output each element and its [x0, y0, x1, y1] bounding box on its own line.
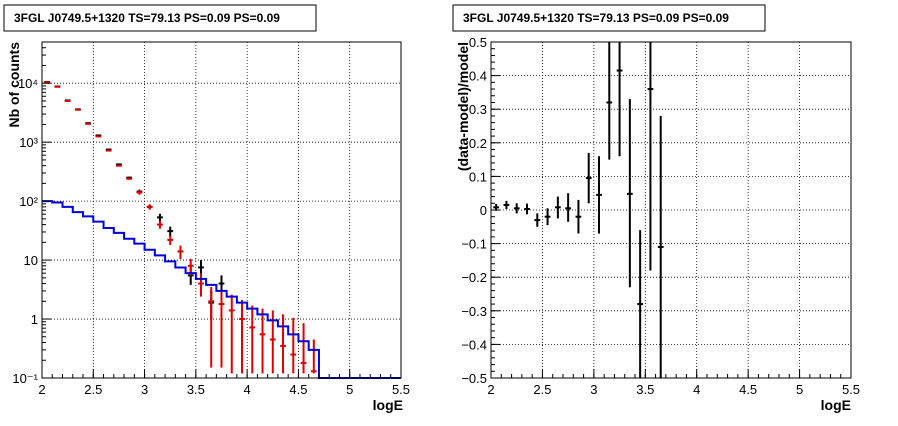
x-tick-label: 2.5 [84, 382, 102, 397]
y-tick-label: 1 [31, 312, 38, 327]
x-tick-label: 2.5 [533, 382, 551, 397]
data-point [116, 165, 122, 167]
x-tick-label: 5.5 [392, 382, 410, 397]
y-tick-label: 0.4 [469, 69, 487, 84]
x-tick-label: 4.5 [739, 382, 757, 397]
x-tick-label: 3.5 [187, 382, 205, 397]
data-point [126, 178, 132, 180]
counts-title: 3FGL J0749.5+1320 TS=79.13 PS=0.09 PS=0.… [14, 11, 280, 25]
y-tick-label: −0.2 [461, 270, 487, 285]
y-tick-label: 10² [19, 194, 38, 209]
x-tick-label: 3 [141, 382, 148, 397]
y-tick-label: 0.5 [469, 35, 487, 50]
y-tick-label: 10 [24, 253, 38, 268]
y-tick-label: −0.4 [461, 337, 487, 352]
x-tick-label: 3.5 [636, 382, 654, 397]
y-tick-label: −0.1 [461, 237, 487, 252]
data-point [65, 101, 71, 102]
data-point [55, 86, 61, 87]
residual-y-axis-label: (data-model)/model [455, 42, 471, 171]
data-point [85, 123, 91, 124]
x-tick-label: 5 [796, 382, 803, 397]
data-point [96, 136, 102, 137]
counts-y-axis-label: Nb of counts [6, 42, 22, 128]
y-tick-label: 0 [480, 203, 487, 218]
x-tick-label: 2 [38, 382, 45, 397]
y-tick-label: 0.3 [469, 102, 487, 117]
y-tick-label: 0.1 [469, 169, 487, 184]
residual-title: 3FGL J0749.5+1320 TS=79.13 PS=0.09 PS=0.… [463, 11, 729, 25]
data-point [75, 109, 81, 110]
x-tick-label: 4 [693, 382, 700, 397]
residual-x-axis-label: logE [821, 397, 851, 413]
x-tick-label: 5.5 [842, 382, 860, 397]
y-tick-label: 10³ [19, 135, 38, 150]
x-tick-label: 4.5 [289, 382, 307, 397]
x-tick-label: 2 [487, 382, 494, 397]
data-point [106, 150, 112, 151]
y-tick-label: −0.5 [461, 371, 487, 386]
y-tick-label: −0.3 [461, 304, 487, 319]
x-tick-label: 3 [590, 382, 597, 397]
x-tick-label: 5 [346, 382, 353, 397]
y-tick-label: 10⁻¹ [12, 371, 38, 386]
y-tick-label: 0.2 [469, 136, 487, 151]
x-tick-label: 4 [244, 382, 251, 397]
counts-x-axis-label: logE [373, 397, 403, 413]
